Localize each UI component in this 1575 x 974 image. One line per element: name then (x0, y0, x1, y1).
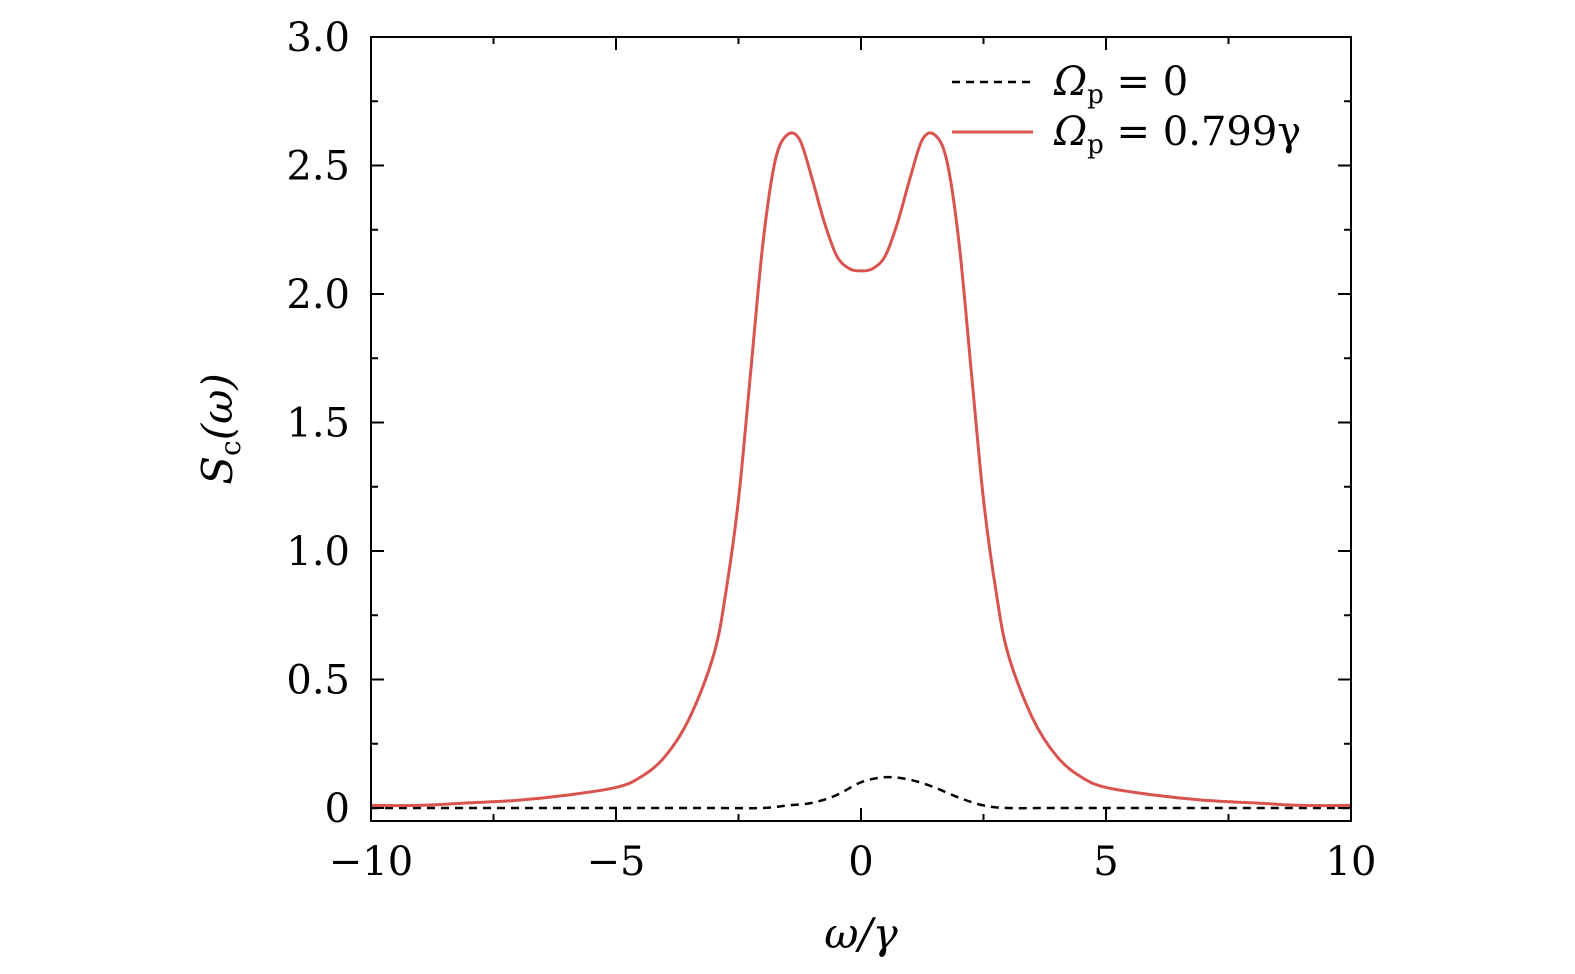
ticks-layer: −10 −5 0 5 10 0 0.5 1.0 1.5 2.0 2.5 3.0 (286, 15, 1376, 885)
series-line-2 (370, 131, 1352, 808)
y-tick-label: 2.0 (286, 272, 350, 318)
legend-label-series-2: Ωp = 0.799γ (1053, 109, 1301, 160)
legend-2-main: Ω (1053, 109, 1087, 155)
x-tick-label: 10 (1326, 839, 1377, 885)
legend-1-main: Ω (1053, 59, 1087, 105)
y-tick-label: 3.0 (286, 15, 350, 61)
y-tick-label: 0 (325, 786, 350, 832)
y-axis-label-sub: c (214, 440, 247, 456)
series-line-1 (370, 775, 1351, 810)
x-tick-label: 0 (848, 839, 873, 885)
y-tick-label: 1.0 (286, 529, 350, 575)
y-tick-label: 2.5 (286, 144, 350, 190)
x-tick-label: −10 (329, 839, 413, 885)
legend-label-series-1: Ωp = 0 (1053, 59, 1188, 110)
legend-1-sub: p (1087, 80, 1104, 110)
x-tick-label: 5 (1093, 839, 1118, 885)
plot-frame (370, 36, 1352, 822)
y-tick-label: 1.5 (286, 401, 350, 447)
series-layer (370, 131, 1352, 810)
x-tick-label: −5 (587, 839, 646, 885)
y-axis-label-main: S (193, 456, 242, 485)
legend-2-sub: p (1087, 130, 1104, 160)
y-axis-label-arg: (ω) (193, 373, 242, 440)
legend-1-rest: = 0 (1104, 59, 1188, 105)
y-tick-label: 0.5 (286, 658, 350, 704)
x-axis-label: ω/γ (824, 909, 898, 958)
legend: Ωp = 0 Ωp = 0.799γ (952, 59, 1301, 160)
legend-2-rest: = 0.799γ (1104, 109, 1301, 155)
y-axis-label: Sc(ω) (193, 373, 247, 485)
